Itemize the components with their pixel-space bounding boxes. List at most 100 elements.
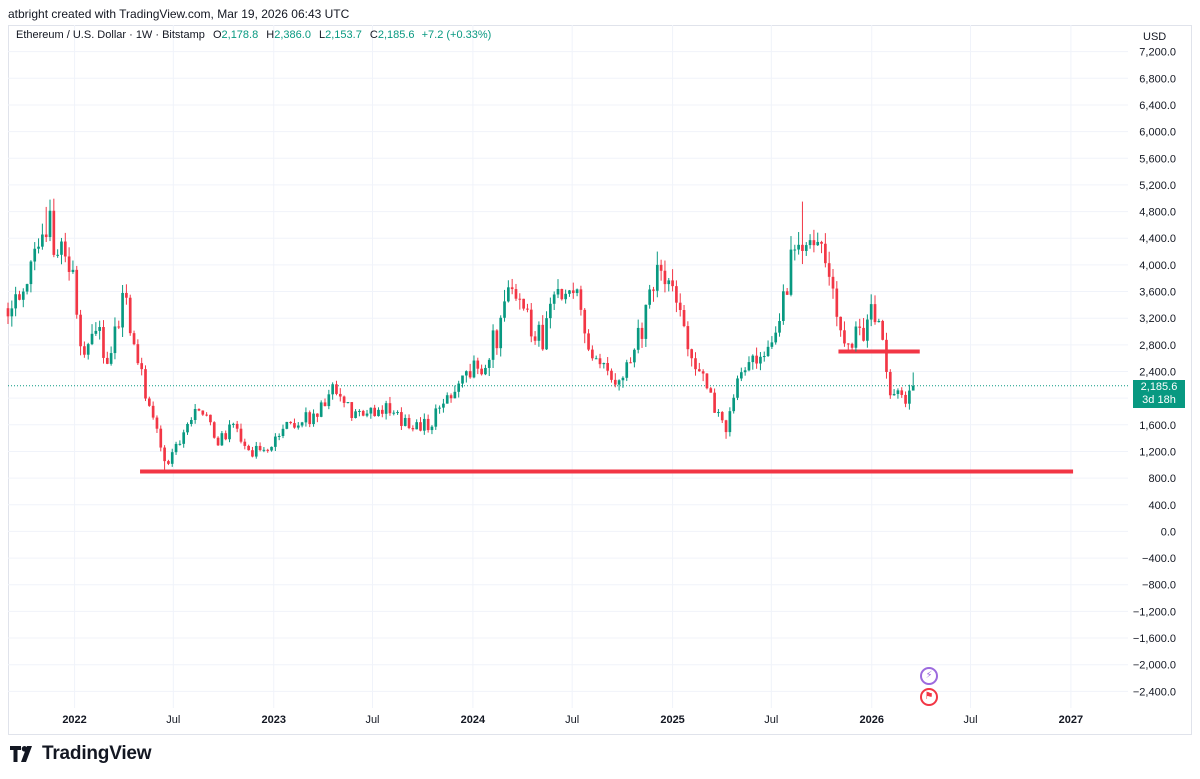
candle-body bbox=[625, 362, 629, 378]
candle-body bbox=[392, 412, 396, 414]
candle-body bbox=[503, 301, 506, 318]
candle-body bbox=[640, 327, 644, 339]
candle-body bbox=[476, 360, 480, 369]
candle-body bbox=[128, 297, 132, 334]
candle-body bbox=[331, 384, 334, 395]
candle-body bbox=[449, 395, 453, 399]
candle-body bbox=[839, 316, 842, 331]
candle-body bbox=[529, 309, 533, 337]
candle-body bbox=[21, 291, 25, 300]
candle-body bbox=[277, 435, 281, 437]
candle-body bbox=[789, 249, 793, 295]
candle-body bbox=[560, 288, 564, 300]
candle-body bbox=[33, 248, 37, 262]
candle-body bbox=[797, 244, 800, 250]
candle-body bbox=[518, 298, 522, 300]
x-tick-label: 2024 bbox=[461, 714, 486, 726]
candle-body bbox=[480, 368, 483, 375]
candle-body bbox=[434, 408, 438, 427]
candle-body bbox=[495, 330, 499, 349]
candle-body bbox=[289, 421, 292, 424]
candle-body bbox=[801, 244, 804, 251]
chart-frame[interactable] bbox=[8, 25, 1192, 735]
candle-body bbox=[717, 412, 720, 414]
close-label: C bbox=[369, 29, 378, 41]
candle-body bbox=[18, 294, 21, 300]
candle-body bbox=[415, 422, 419, 430]
flag-icon[interactable]: ⚑ bbox=[920, 688, 938, 706]
candle-body bbox=[591, 349, 594, 359]
candle-body bbox=[778, 320, 781, 333]
candle-body bbox=[877, 321, 881, 323]
candle-body bbox=[316, 413, 319, 417]
candle-body bbox=[831, 276, 835, 289]
candle-body bbox=[102, 327, 105, 358]
candle-body bbox=[491, 330, 495, 360]
y-tick-label: 5,600.0 bbox=[1139, 153, 1176, 165]
y-tick-label: −2,000.0 bbox=[1133, 660, 1176, 672]
lightning-icon[interactable]: ⚡ bbox=[920, 667, 938, 685]
candle-body bbox=[793, 249, 797, 251]
candle-body bbox=[281, 428, 285, 436]
candle-body bbox=[365, 413, 369, 416]
candle-body bbox=[755, 355, 758, 364]
candle-body bbox=[186, 423, 189, 433]
candle-body bbox=[896, 390, 900, 394]
candle-body bbox=[247, 445, 250, 451]
x-tick-label: 2026 bbox=[859, 714, 883, 726]
candle-body bbox=[109, 353, 113, 364]
candle-body bbox=[900, 390, 904, 395]
y-tick-label: −1,600.0 bbox=[1133, 633, 1176, 645]
x-tick-label: Jul bbox=[963, 714, 977, 726]
currency-label[interactable]: USD bbox=[1143, 31, 1167, 43]
candle-body bbox=[361, 410, 365, 416]
candle-body bbox=[71, 269, 75, 272]
y-tick-label: 6,800.0 bbox=[1139, 73, 1176, 85]
candle-body bbox=[835, 288, 839, 317]
candle-body bbox=[904, 394, 907, 404]
tradingview-logo-icon bbox=[10, 746, 32, 762]
x-tick-label: 2022 bbox=[62, 714, 86, 726]
candle-body bbox=[892, 393, 896, 396]
candle-body bbox=[262, 449, 266, 451]
candle-body bbox=[468, 371, 472, 378]
candle-body bbox=[232, 423, 235, 425]
tradingview-logo[interactable]: TradingView bbox=[10, 743, 152, 765]
candle-body bbox=[675, 286, 678, 303]
candle-body bbox=[686, 326, 690, 350]
y-tick-label: 4,000.0 bbox=[1139, 260, 1176, 272]
candle-body bbox=[453, 391, 457, 399]
high-label: H bbox=[266, 29, 275, 41]
candle-body bbox=[545, 318, 548, 350]
candle-body bbox=[342, 396, 346, 403]
candle-body bbox=[575, 289, 579, 294]
candle-body bbox=[209, 414, 212, 423]
symbol-title[interactable]: Ethereum / U.S. Dollar · 1W · Bitstamp bbox=[16, 29, 205, 41]
candle-body bbox=[86, 344, 90, 355]
candle-body bbox=[270, 446, 273, 451]
candle-body bbox=[377, 409, 380, 417]
candle-body bbox=[94, 330, 98, 334]
candle-body bbox=[655, 264, 659, 291]
candle-body bbox=[400, 412, 403, 426]
candle-body bbox=[285, 421, 289, 429]
candle-body bbox=[438, 407, 441, 409]
candle-body bbox=[697, 369, 701, 372]
candle-body bbox=[701, 371, 705, 374]
candle-body bbox=[254, 445, 258, 457]
y-tick-label: 6,400.0 bbox=[1139, 100, 1176, 112]
candle-body bbox=[537, 324, 541, 341]
candle-body bbox=[510, 287, 514, 290]
candle-body bbox=[888, 371, 892, 396]
y-tick-label: 4,800.0 bbox=[1139, 207, 1176, 219]
candle-body bbox=[522, 298, 525, 309]
y-axis: 7,200.0 6,800.0 6,400.0 6,000.0 5,600.0 5,200… bbox=[1133, 47, 1176, 699]
candle-body bbox=[338, 393, 342, 397]
candle-body bbox=[258, 445, 262, 451]
last-price-tag: 2,185.6 3d 18h bbox=[1133, 380, 1185, 408]
candle-body bbox=[484, 367, 487, 375]
candle-body bbox=[113, 326, 117, 354]
candle-body bbox=[174, 443, 178, 453]
candle-body bbox=[388, 403, 392, 414]
